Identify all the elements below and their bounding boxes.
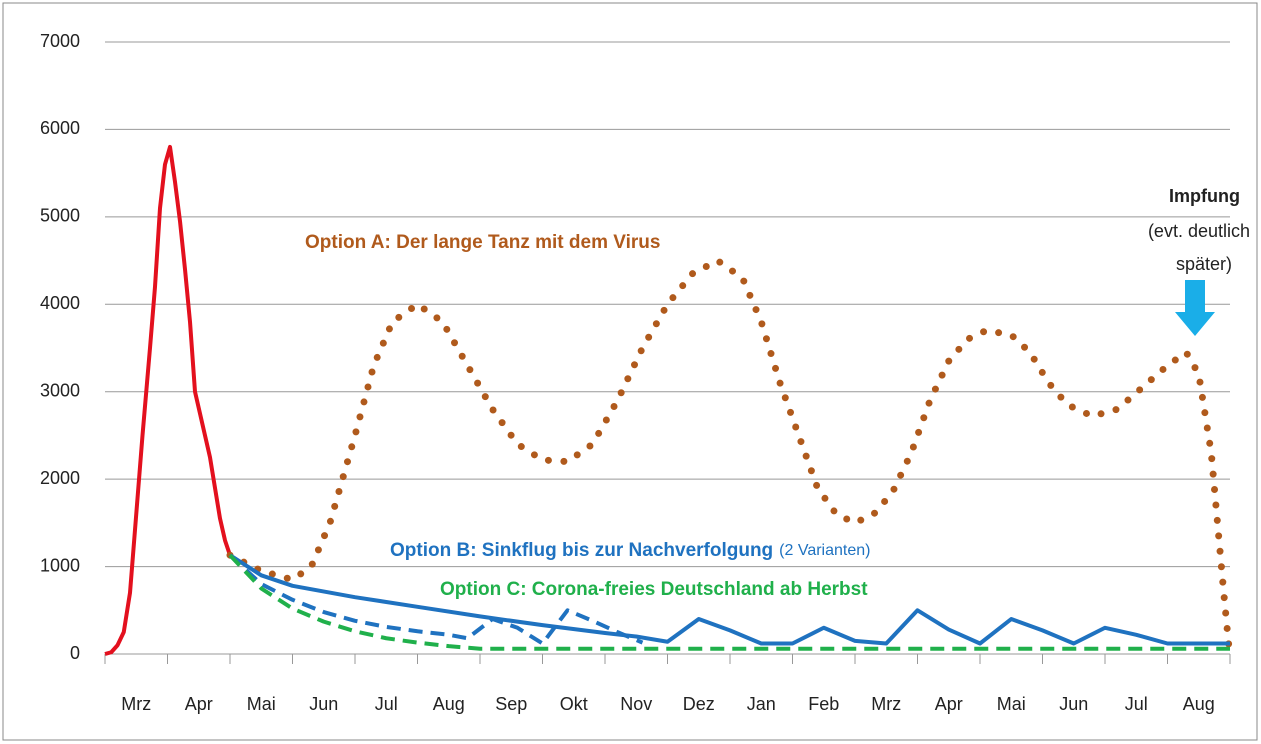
x-tick-label: Jul bbox=[375, 694, 398, 714]
x-tick-label: Aug bbox=[433, 694, 465, 714]
x-tick-label: Jun bbox=[1059, 694, 1088, 714]
x-tick-label: Apr bbox=[935, 694, 963, 714]
x-tick-label: Mrz bbox=[871, 694, 901, 714]
series-line bbox=[104, 144, 232, 656]
y-tick-label: 6000 bbox=[40, 118, 80, 138]
annotation: Option A: Der lange Tanz mit dem Virus bbox=[305, 232, 660, 253]
x-tick-label: Feb bbox=[808, 694, 839, 714]
x-tick-label: Dez bbox=[683, 694, 715, 714]
x-tick-label: Jun bbox=[309, 694, 338, 714]
x-tick-label: Aug bbox=[1183, 694, 1215, 714]
series-line bbox=[228, 553, 644, 646]
x-tick-label: Apr bbox=[185, 694, 213, 714]
annotation-line: (evt. deutlich bbox=[1148, 221, 1250, 241]
y-tick-label: 0 bbox=[70, 643, 80, 663]
y-tick-label: 4000 bbox=[40, 293, 80, 313]
y-tick-label: 7000 bbox=[40, 31, 80, 51]
x-tick-label: Jan bbox=[747, 694, 776, 714]
arrow bbox=[1175, 280, 1215, 336]
series-line bbox=[226, 257, 1233, 649]
annotation-line: später) bbox=[1176, 254, 1232, 274]
x-tick-label: Mai bbox=[247, 694, 276, 714]
annotation: Option C: Corona-freies Deutschland ab H… bbox=[440, 579, 868, 600]
x-tick-label: Jul bbox=[1125, 694, 1148, 714]
x-tick-label: Nov bbox=[620, 694, 652, 714]
x-tick-label: Sep bbox=[495, 694, 527, 714]
series-line bbox=[228, 553, 1230, 646]
x-tick-label: Mai bbox=[997, 694, 1026, 714]
y-tick-label: 2000 bbox=[40, 468, 80, 488]
annotation-main: Option B: Sinkflug bis zur Nachverfolgun… bbox=[390, 540, 773, 561]
annotation-title: Impfung bbox=[1169, 186, 1240, 206]
annotation-note: (2 Varianten) bbox=[779, 542, 870, 559]
y-tick-label: 3000 bbox=[40, 380, 80, 400]
annotation: Option B: Sinkflug bis zur Nachverfolgun… bbox=[390, 540, 870, 561]
x-tick-label: Mrz bbox=[121, 694, 151, 714]
x-tick-label: Okt bbox=[560, 694, 588, 714]
y-tick-label: 1000 bbox=[40, 555, 80, 575]
series-line bbox=[228, 553, 1230, 651]
y-tick-label: 5000 bbox=[40, 206, 80, 226]
